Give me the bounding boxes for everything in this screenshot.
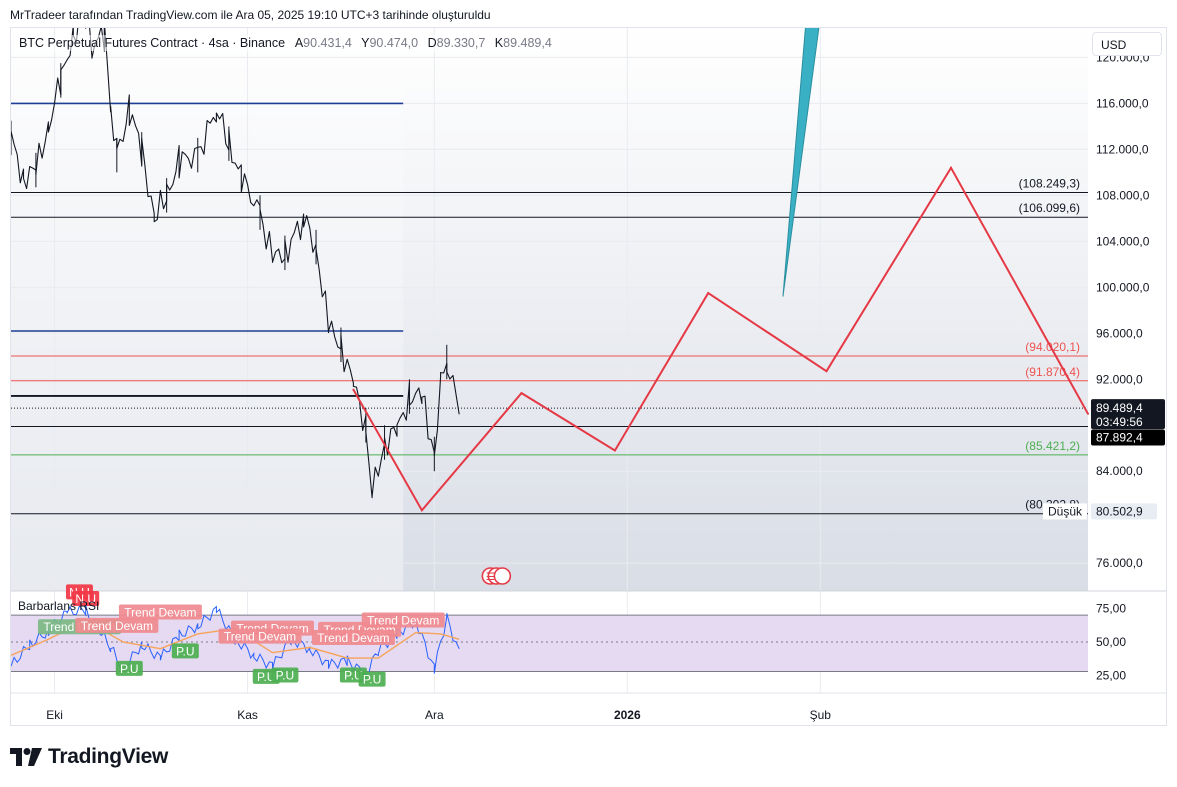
rsi-signal-label: Trend Devam	[224, 630, 296, 644]
time-tick-label: 2026	[614, 708, 641, 722]
rsi-signal-badge	[311, 629, 395, 645]
open-label: A	[294, 36, 304, 50]
currency-button[interactable]: USD	[1092, 32, 1162, 56]
rsi-tick-label: 75,00	[1096, 601, 1126, 615]
level-label: (94.020,1)	[1025, 340, 1080, 354]
rsi-signal-badge	[361, 612, 445, 628]
low-label-box	[1043, 503, 1087, 520]
rsi-signal-badge	[218, 628, 302, 644]
zigzag-vertex	[707, 292, 710, 295]
rsi-signal-label: P.U	[120, 662, 138, 676]
brand-name: TradingView	[48, 745, 169, 768]
marker-price-tag	[1091, 429, 1165, 446]
chart-canvas[interactable]: (108.249,3) (106.099,6) (94.020,1) (91.870,…	[11, 28, 1167, 726]
history-shade	[11, 28, 404, 591]
close-value: 89.489,4	[503, 36, 552, 50]
rsi-signal-label: P.U	[363, 673, 381, 687]
brand-footer[interactable]: TradingView	[10, 744, 168, 770]
current-price-tag	[1091, 399, 1165, 430]
tradingview-logo-icon	[10, 748, 42, 766]
marker-price-value: 87.892,4	[1096, 430, 1143, 444]
price-countdown: 03:49:56	[1096, 415, 1143, 429]
price-tick-label: 76.000,0	[1096, 556, 1143, 570]
close-label: K	[494, 36, 504, 50]
rsi-tick-label: 50,00	[1096, 635, 1126, 649]
level-label: (85.421,2)	[1025, 439, 1080, 453]
rsi-band-fill	[11, 615, 1088, 672]
low-label-text: Düşük	[1048, 504, 1083, 518]
low-price-tag	[1091, 503, 1157, 520]
price-axis-background	[1088, 28, 1166, 725]
price-tick-label: 104.000,0	[1096, 234, 1150, 248]
rsi-signal-label: P.U	[344, 669, 362, 683]
rsi-signal-badge	[171, 643, 199, 659]
low-price-value: 80.502,9	[1096, 504, 1143, 518]
level-label: (106.099,6)	[1019, 201, 1080, 215]
time-tick-label: Şub	[810, 708, 832, 722]
rsi-indicator-title: Barbarlans RSI	[18, 599, 100, 613]
price-tick-label: 100.000,0	[1096, 280, 1150, 294]
zigzag-vertex	[352, 388, 355, 391]
zigzag-vertex	[520, 392, 523, 395]
rsi-signal-label: Trend Devam	[367, 614, 439, 628]
rsi-signal-badge	[115, 660, 143, 676]
rsi-signal-label: Trend Devam	[317, 631, 389, 645]
symbol-name: BTC Perpetual Futures Contract · 4sa · B…	[19, 36, 286, 50]
zigzag-vertex	[950, 166, 953, 169]
price-tick-label: 96.000,0	[1096, 326, 1143, 340]
rsi-signal-label: P.U	[176, 644, 194, 658]
rsi-signal-badge	[72, 591, 100, 607]
zigzag-vertex	[825, 370, 828, 373]
rsi-tick-label: 25,00	[1096, 669, 1126, 683]
rsi-signal-label: P.U	[257, 670, 275, 684]
price-tick-label: 84.000,0	[1096, 464, 1143, 478]
level-label: (108.249,3)	[1019, 176, 1080, 190]
price-tick-label: 108.000,0	[1096, 188, 1150, 202]
chart-area[interactable]: (108.249,3) (106.099,6) (94.020,1) (91.870,…	[10, 27, 1167, 726]
zigzag-projection-path	[352, 165, 1089, 513]
low-label: D	[427, 36, 437, 50]
time-tick-label: Kas	[237, 708, 258, 722]
event-flag-glyph: ☰	[486, 572, 495, 583]
zigzag-vertex	[1087, 412, 1089, 415]
arrow-projection-wedge	[782, 28, 820, 297]
rsi-signal-badge	[271, 667, 299, 683]
symbol-legend: BTC Perpetual Futures Contract · 4sa · B…	[17, 35, 560, 51]
price-tick-label: 92.000,0	[1096, 372, 1143, 386]
rsi-signal-label: N.U	[75, 592, 96, 606]
open-value: 90.431,4	[303, 36, 352, 50]
high-label: Y	[361, 36, 370, 50]
publish-info: MrTradeer tarafından TradingView.com ile…	[10, 8, 491, 22]
zigzag-vertex	[613, 449, 616, 452]
rsi-signal-badge	[358, 671, 386, 687]
rsi-signal-badge	[75, 617, 159, 633]
rsi-signal-badge	[118, 604, 202, 620]
event-flag-icon	[493, 567, 512, 585]
price-tick-label: 116.000,0	[1096, 96, 1149, 110]
rsi-signal-label: Trend Devam	[124, 605, 196, 619]
rsi-signal-label: Trend Devam	[81, 619, 153, 633]
high-value: 90.474,0	[369, 36, 419, 50]
zigzag-vertex	[420, 509, 423, 512]
low-value: 89.330,7	[436, 36, 486, 50]
rsi-signal-label: P.U	[276, 669, 294, 683]
level-label: (91.870,4)	[1025, 365, 1080, 379]
time-tick-label: Eki	[46, 708, 63, 722]
time-tick-label: Ara	[425, 708, 444, 722]
current-price-value: 89.489,4	[1096, 401, 1143, 415]
price-tick-label: 112.000,0	[1096, 142, 1149, 156]
